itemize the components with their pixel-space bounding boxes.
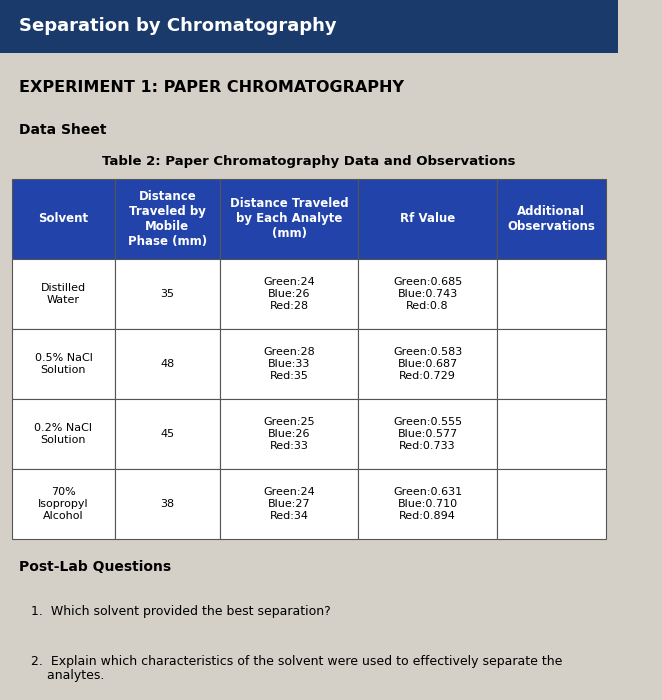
Bar: [497, 259, 606, 329]
Text: Post-Lab Questions: Post-Lab Questions: [19, 560, 171, 574]
Text: Table 2: Paper Chromatography Data and Observations: Table 2: Paper Chromatography Data and O…: [102, 155, 516, 167]
Bar: [358, 469, 497, 539]
Bar: [220, 259, 358, 329]
Bar: [13, 259, 115, 329]
Text: Distance Traveled
by Each Analyte
(mm): Distance Traveled by Each Analyte (mm): [230, 197, 349, 240]
Text: 45: 45: [160, 429, 174, 439]
Text: Green:0.583
Blue:0.687
Red:0.729: Green:0.583 Blue:0.687 Red:0.729: [393, 347, 462, 381]
Bar: [13, 329, 115, 399]
Text: 70%
Isopropyl
Alcohol: 70% Isopropyl Alcohol: [38, 487, 89, 521]
Bar: [115, 469, 220, 539]
Bar: [497, 469, 606, 539]
Bar: [115, 259, 220, 329]
Bar: [358, 178, 497, 259]
Bar: [13, 178, 115, 259]
Text: Data Sheet: Data Sheet: [19, 122, 106, 136]
Text: 2.  Explain which characteristics of the solvent were used to effectively separa: 2. Explain which characteristics of the …: [31, 654, 562, 682]
Bar: [358, 399, 497, 469]
Text: Green:25
Blue:26
Red:33: Green:25 Blue:26 Red:33: [263, 417, 315, 451]
Text: Green:28
Blue:33
Red:35: Green:28 Blue:33 Red:35: [263, 347, 315, 381]
Text: Separation by Chromatography: Separation by Chromatography: [19, 18, 336, 35]
Text: 48: 48: [160, 359, 174, 369]
Text: Solvent: Solvent: [38, 212, 89, 225]
Text: 35: 35: [160, 289, 174, 299]
Text: Green:24
Blue:26
Red:28: Green:24 Blue:26 Red:28: [263, 277, 315, 311]
Bar: [497, 178, 606, 259]
Bar: [115, 178, 220, 259]
Text: Green:0.685
Blue:0.743
Red:0.8: Green:0.685 Blue:0.743 Red:0.8: [393, 277, 462, 311]
Bar: [220, 469, 358, 539]
Bar: [358, 329, 497, 399]
Text: 0.2% NaCl
Solution: 0.2% NaCl Solution: [34, 424, 93, 444]
Bar: [358, 259, 497, 329]
Text: EXPERIMENT 1: PAPER CHROMATOGRAPHY: EXPERIMENT 1: PAPER CHROMATOGRAPHY: [19, 80, 404, 95]
Text: Rf Value: Rf Value: [400, 212, 455, 225]
Bar: [220, 178, 358, 259]
Text: 0.5% NaCl
Solution: 0.5% NaCl Solution: [34, 354, 93, 374]
Text: Distilled
Water: Distilled Water: [41, 284, 86, 304]
Text: Distance
Traveled by
Mobile
Phase (mm): Distance Traveled by Mobile Phase (mm): [128, 190, 207, 248]
Text: Green:0.631
Blue:0.710
Red:0.894: Green:0.631 Blue:0.710 Red:0.894: [393, 487, 462, 521]
Text: Additional
Observations: Additional Observations: [507, 204, 595, 232]
Text: Green:24
Blue:27
Red:34: Green:24 Blue:27 Red:34: [263, 487, 315, 521]
Bar: [13, 469, 115, 539]
Text: 1.  Which solvent provided the best separation?: 1. Which solvent provided the best separ…: [31, 606, 330, 619]
Bar: [115, 329, 220, 399]
Text: Green:0.555
Blue:0.577
Red:0.733: Green:0.555 Blue:0.577 Red:0.733: [393, 417, 462, 451]
Bar: [13, 399, 115, 469]
Bar: [220, 329, 358, 399]
Bar: [497, 329, 606, 399]
FancyBboxPatch shape: [0, 0, 618, 52]
Bar: [115, 399, 220, 469]
Bar: [220, 399, 358, 469]
Bar: [497, 399, 606, 469]
Text: 38: 38: [160, 499, 174, 509]
